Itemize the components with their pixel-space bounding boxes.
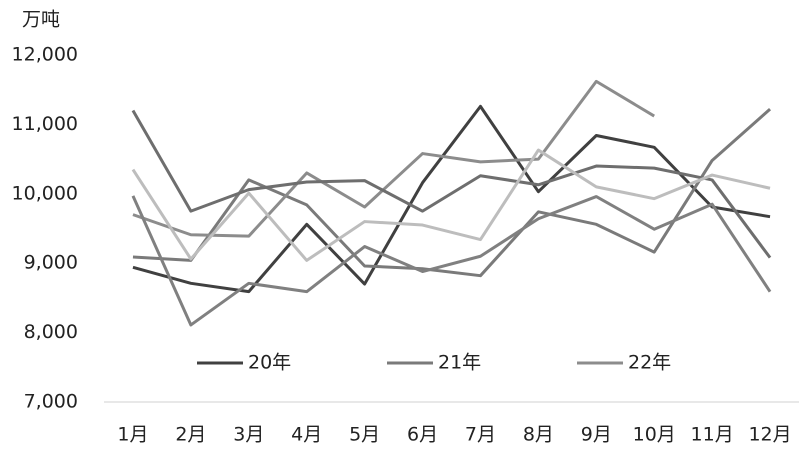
x-tick-label: 2月 bbox=[175, 424, 206, 446]
y-tick-label: 7,000 bbox=[24, 391, 78, 413]
x-tick-label: 4月 bbox=[291, 424, 322, 446]
series-line bbox=[132, 79, 655, 238]
series-line bbox=[131, 148, 771, 262]
series-line bbox=[131, 195, 772, 327]
unit-label: 万吨 bbox=[22, 9, 60, 31]
y-tick-label: 9,000 bbox=[24, 252, 78, 274]
y-tick-label: 8,000 bbox=[24, 321, 78, 343]
x-tick-label: 10月 bbox=[633, 424, 676, 446]
y-tick-label: 11,000 bbox=[12, 113, 78, 135]
x-tick-label: 3月 bbox=[233, 424, 264, 446]
legend-label: 22年 bbox=[628, 352, 671, 374]
x-tick-label: 1月 bbox=[117, 424, 148, 446]
y-tick-label: 12,000 bbox=[12, 44, 78, 66]
x-tick-label: 9月 bbox=[581, 424, 612, 446]
legend-label: 20年 bbox=[248, 352, 291, 374]
x-tick-label: 8月 bbox=[523, 424, 554, 446]
x-tick-label: 11月 bbox=[691, 424, 734, 446]
series-line bbox=[131, 109, 772, 259]
x-tick-label: 7月 bbox=[465, 424, 496, 446]
legend-label: 21年 bbox=[438, 352, 481, 374]
y-tick-label: 10,000 bbox=[12, 182, 78, 204]
x-tick-label: 12月 bbox=[748, 424, 791, 446]
x-tick-label: 6月 bbox=[407, 424, 438, 446]
x-tick-label: 5月 bbox=[349, 424, 380, 446]
